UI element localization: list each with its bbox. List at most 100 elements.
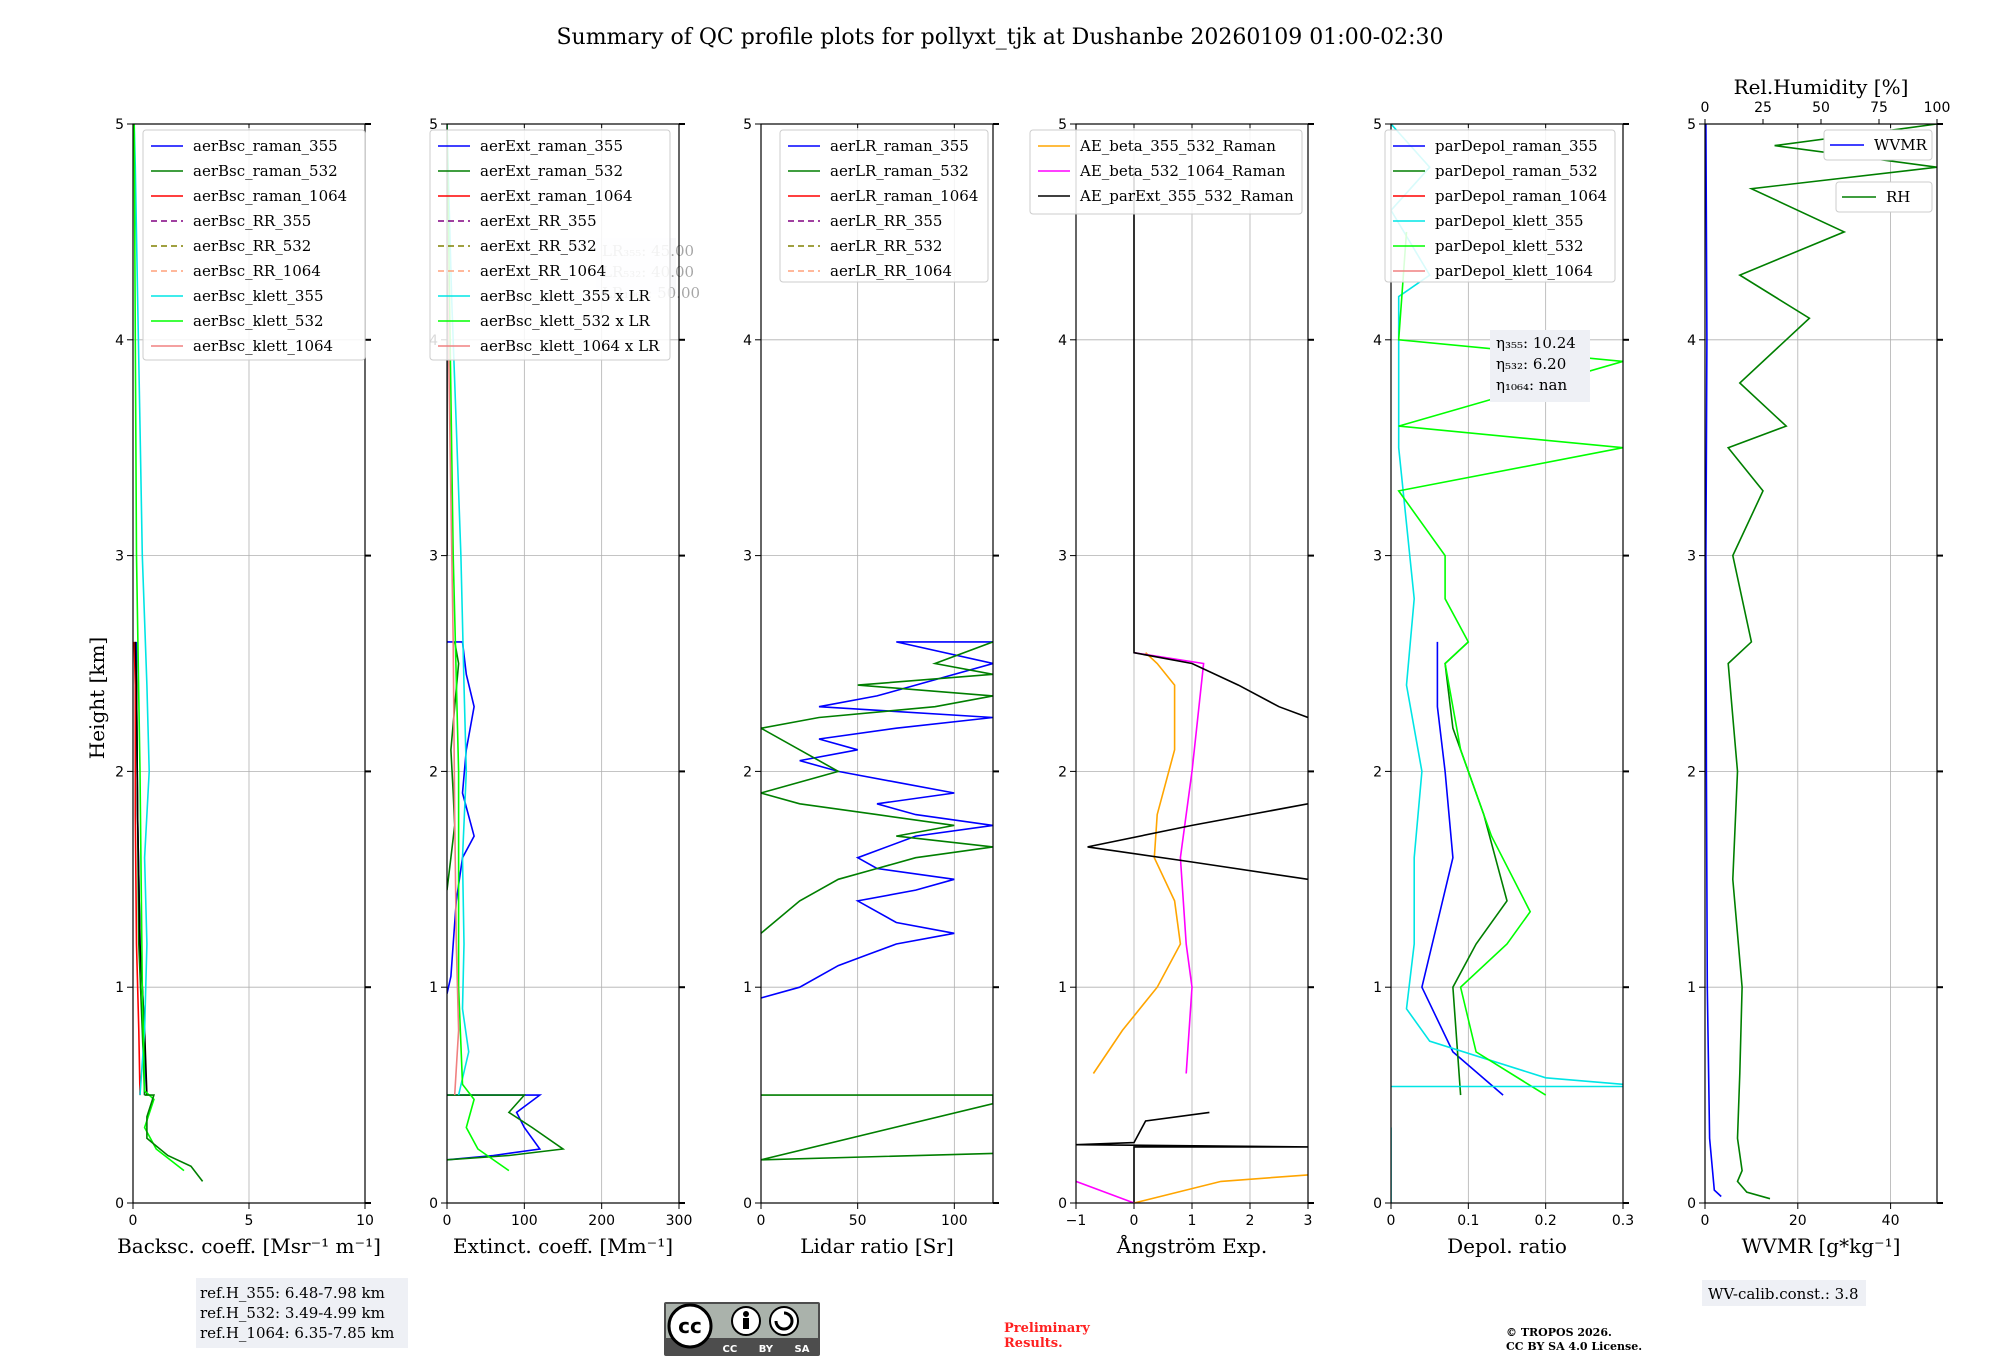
- series-group-depol: [1391, 124, 1623, 1203]
- info-box-bg: [1490, 330, 1590, 402]
- y-tick-label: 3: [1058, 549, 1067, 565]
- legend-entry: AE_beta_532_1064_Raman: [1079, 162, 1286, 180]
- x-axis-label: Lidar ratio [Sr]: [800, 1234, 954, 1258]
- legend-entry: parDepol_raman_532: [1435, 162, 1598, 180]
- svg-text:cc: cc: [678, 1314, 702, 1338]
- series-line-aerLR-raman-355: [761, 641, 993, 999]
- y-tick-label: 4: [1687, 333, 1696, 349]
- series-line-parDepol-raman-532: [1444, 641, 1508, 1096]
- legend-entry: aerExt_RR_355: [480, 212, 597, 230]
- legend-entry: parDepol_klett_355: [1435, 212, 1584, 230]
- x-tick-label: 0: [757, 1213, 766, 1229]
- y-tick-label: 5: [115, 117, 124, 133]
- x-tick-label: −1: [1066, 1213, 1087, 1229]
- x-tick-label: 2: [1246, 1213, 1255, 1229]
- legend-bsc: aerBsc_raman_355 aerBsc_raman_532 aerBsc_r…: [142, 129, 366, 361]
- series-line-AE-parExt-upper: [1133, 167, 1308, 719]
- ref-height-box: [196, 1278, 408, 1348]
- info-box-line: η₁₀₆₄: nan: [1496, 376, 1567, 394]
- series-group-bsc: [133, 124, 204, 1182]
- y-tick-label: 5: [429, 117, 438, 133]
- legend-entry: aerBsc_raman_355: [193, 137, 338, 155]
- legend-entry: aerLR_raman_1064: [830, 187, 978, 205]
- legend-entry: aerBsc_klett_1064 x LR: [480, 337, 660, 355]
- legend-bg: [779, 129, 989, 283]
- legend-entry: parDepol_klett_532: [1435, 237, 1584, 255]
- legend-entry: aerExt_raman_532: [480, 162, 623, 180]
- legend-entry: aerLR_raman_532: [830, 162, 969, 180]
- x-tick-label: 5: [245, 1213, 254, 1229]
- legend-entry: aerExt_raman_1064: [480, 187, 633, 205]
- series-line-aerExt-low-355: [447, 1094, 543, 1161]
- legend-entry: parDepol_raman_1064: [1435, 187, 1607, 205]
- legend-bg: [1384, 129, 1616, 283]
- y-tick-label: 1: [1058, 980, 1067, 996]
- y-axis-label: Height [km]: [85, 637, 109, 759]
- preliminary-line-2: Results.: [1004, 1336, 1063, 1351]
- series-line-AE-parExt-low: [1076, 1111, 1308, 1203]
- y-tick-label: 5: [1373, 117, 1382, 133]
- top-x-tick-label: 25: [1754, 100, 1772, 116]
- x-axis-label: Extinct. coeff. [Mm⁻¹]: [453, 1234, 673, 1258]
- series-line-AE-beta-355-532-Raman: [1092, 652, 1182, 1074]
- panel-wv: 0 20 40 0 1 2 3 4 5 WVMR [g*kg⁻¹] 0 25 50 75 100 Rel.Hu…: [1687, 75, 1950, 1258]
- y-tick-label: 2: [1373, 764, 1382, 780]
- badge-label: CC BY SA: [723, 1344, 810, 1355]
- top-x-axis-label: Rel.Humidity [%]: [1734, 75, 1909, 99]
- y-tick-label: 0: [743, 1196, 752, 1212]
- legend-entry: AE_parExt_355_532_Raman: [1079, 187, 1294, 205]
- x-axis-label: Ångström Exp.: [1116, 1233, 1267, 1258]
- copyright-line-2: CC BY SA 4.0 License.: [1506, 1340, 1642, 1353]
- series-line-aerBsc-raman-black: [134, 641, 148, 1096]
- series-line-RH: [1726, 124, 1937, 1200]
- x-tick-label: 0.1: [1457, 1213, 1479, 1229]
- legend-lr: aerLR_raman_355 aerLR_raman_532 aerLR_rama…: [779, 129, 989, 283]
- legend-entry: aerBsc_raman_532: [193, 162, 338, 180]
- grid-depol: [1390, 123, 1624, 1204]
- series-line-aerBsc-klett-355: [133, 124, 151, 1096]
- series-line-aerBsc-klett-1064-x-LR: [447, 231, 460, 1096]
- legend-entry: aerLR_RR_532: [830, 237, 942, 255]
- legend-ae: AE_beta_355_532_Raman AE_beta_532_1064_Ra…: [1029, 129, 1303, 215]
- y-tick-label: 1: [115, 980, 124, 996]
- y-tick-label: 2: [1058, 764, 1067, 780]
- preliminary-line-1: Preliminary: [1004, 1321, 1090, 1336]
- legend-entry: aerBsc_klett_532: [193, 312, 324, 330]
- legend-entry: aerLR_raman_355: [830, 137, 969, 155]
- legend-entry: aerExt_raman_355: [480, 137, 623, 155]
- legend-entry: AE_beta_355_532_Raman: [1079, 137, 1276, 155]
- x-tick-label: 40: [1882, 1213, 1900, 1229]
- series-line-aerLR-raman-532: [761, 641, 993, 934]
- series-group-ae: [1076, 167, 1308, 1203]
- series-line-aerBsc-klett-532: [133, 124, 185, 1172]
- series-line-parDepol-raman-355: [1421, 641, 1504, 1096]
- series-line-aerBsc-raman-532-low: [144, 1094, 204, 1182]
- series-line-AE-beta-low-magenta: [1076, 1180, 1135, 1203]
- legend-entry: aerExt_RR_532: [480, 237, 597, 255]
- ref-height-1064: ref.H_1064: 6.35-7.85 km: [200, 1324, 394, 1342]
- y-tick-label: 4: [1058, 333, 1067, 349]
- legend-entry: aerBsc_RR_532: [193, 237, 311, 255]
- y-tick-label: 0: [115, 1196, 124, 1212]
- legend-wv: WVMR RH: [1823, 129, 1933, 213]
- legend-entry: parDepol_klett_1064: [1435, 262, 1593, 280]
- cc-license-badge: cc CC BY SA: [664, 1302, 820, 1356]
- series-group-ext: [447, 124, 566, 1172]
- y-tick-label: 0: [1373, 1196, 1382, 1212]
- y-tick-label: 0: [1058, 1196, 1067, 1212]
- series-line-AE-beta-532-1064-Raman: [1133, 651, 1205, 1074]
- legend-entry: aerLR_RR_1064: [830, 262, 952, 280]
- top-x-tick-label: 75: [1870, 100, 1888, 116]
- top-x-tick-label: 0: [1701, 100, 1710, 116]
- legend-entry: aerBsc_raman_1064: [193, 187, 347, 205]
- legend-ext: aerExt_raman_355 aerExt_raman_532 aerExt_r…: [429, 129, 671, 361]
- series-group-wv: [1705, 124, 1937, 1200]
- series-line-WVMR: [1705, 124, 1722, 1198]
- legend-bg: [1823, 129, 1933, 161]
- series-line-aerExt-raman-532: [447, 641, 460, 891]
- y-tick-label: 4: [743, 333, 752, 349]
- panel-lr: 0 50 100 0 1 2 3 4 5 Lidar ratio [Sr] aerLR_raman_…: [743, 117, 999, 1258]
- y-tick-label: 1: [429, 980, 438, 996]
